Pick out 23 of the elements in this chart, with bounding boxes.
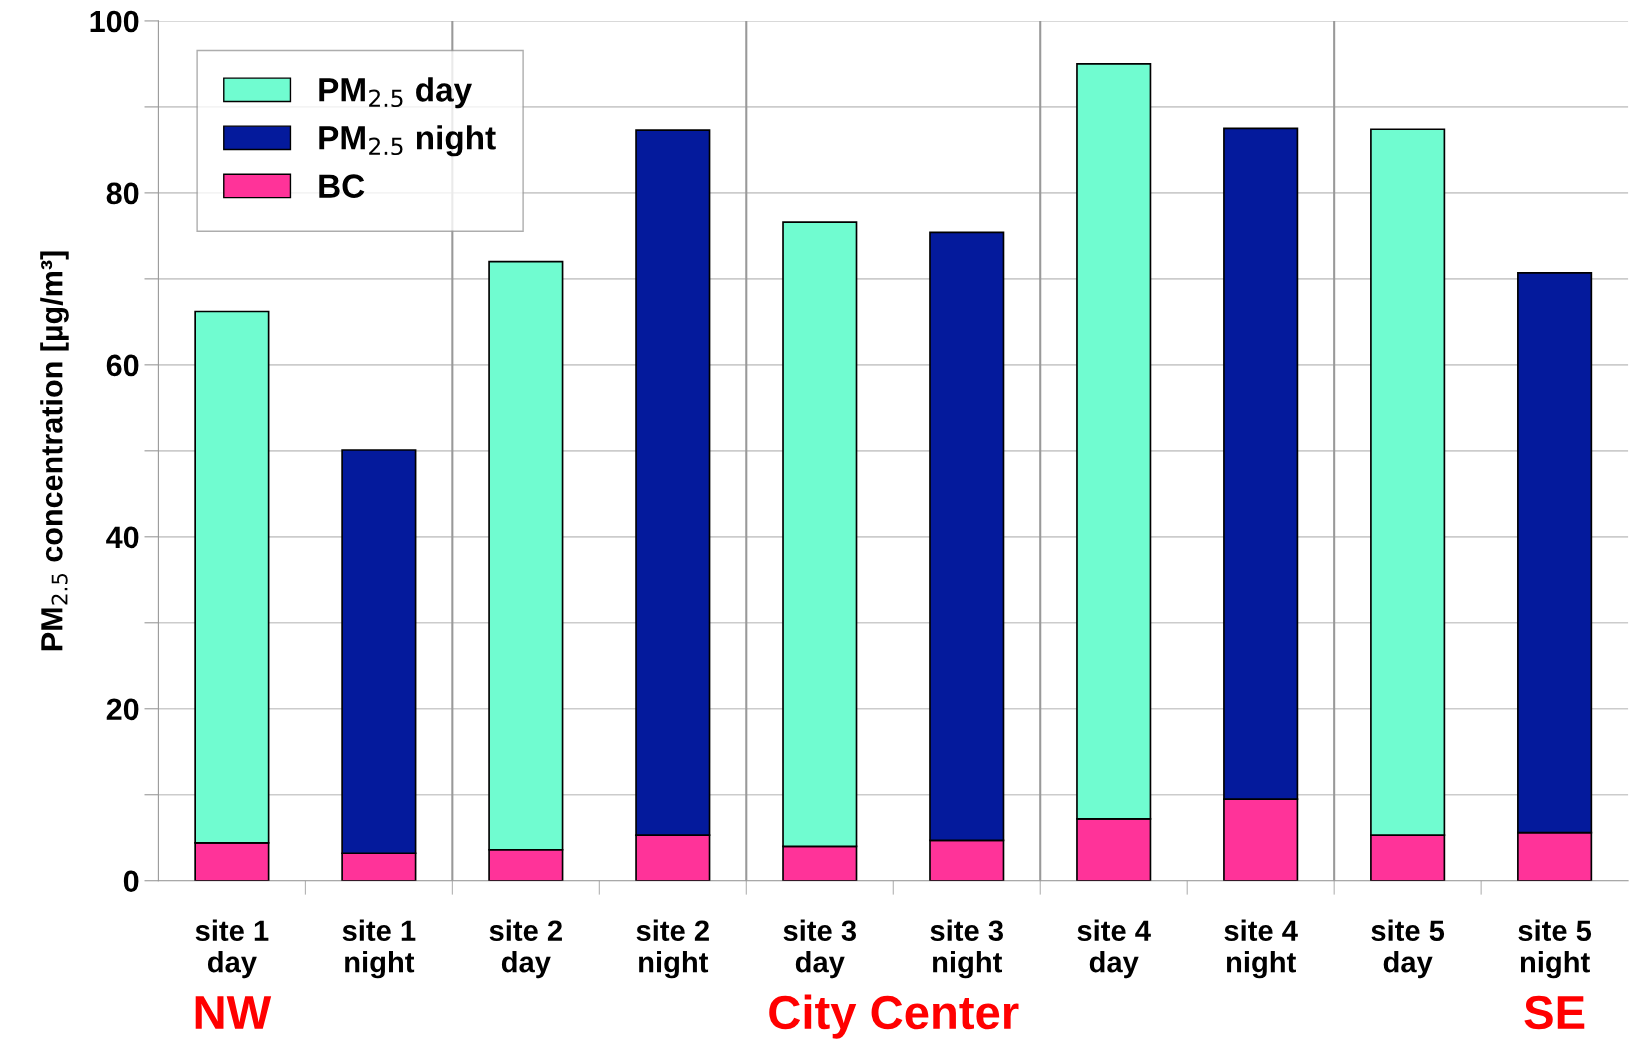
legend-label: PM$_{2.5}$ night [319,125,496,157]
x-tick-label: site 5 night [1518,919,1592,979]
y-axis-title: PM$_{2.5}$ concentration [µg/m³] [40,251,69,651]
y-tick-label: 100 [90,10,139,33]
x-tick-label: site 1 night [342,919,416,979]
legend-label: PM$_{2.5}$ day [319,77,472,109]
y-tick-label: 0 [123,870,139,893]
x-tick-label: site 4 day [1077,919,1151,979]
text: City Center [769,994,1019,1039]
x-tick-label: site 4 night [1224,919,1298,979]
x-tick-label: site 3 night [930,919,1003,979]
x-tick-label: site 3 day [783,919,857,979]
y-tick-label: 40 [106,526,139,549]
y-tick-label: 80 [106,182,139,205]
x-tick-label: site 5 day [1371,919,1445,979]
text: SE [1524,995,1585,1030]
legend-label: BC [319,174,365,198]
text: NW [195,996,272,1029]
x-tick-label: site 2 day [489,919,562,979]
x-tick-label: site 1 day [195,919,269,979]
y-tick-label: 20 [106,698,139,721]
y-tick-label: 60 [106,354,139,377]
x-tick-label: site 2 night [636,919,709,979]
